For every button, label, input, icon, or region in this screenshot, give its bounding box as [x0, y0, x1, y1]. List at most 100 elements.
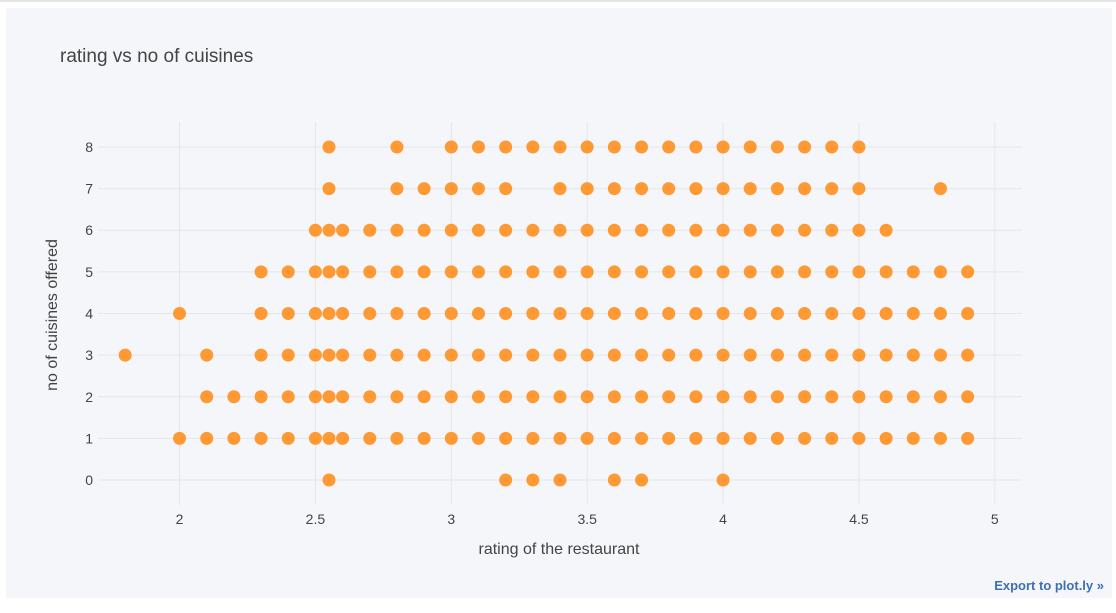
scatter-point[interactable]: [417, 182, 431, 196]
scatter-point[interactable]: [933, 348, 947, 362]
scatter-point[interactable]: [798, 140, 812, 154]
scatter-point[interactable]: [716, 182, 730, 196]
scatter-point[interactable]: [308, 265, 322, 279]
scatter-point[interactable]: [390, 307, 404, 320]
scatter-point[interactable]: [444, 182, 458, 196]
scatter-point[interactable]: [390, 390, 404, 404]
scatter-point[interactable]: [363, 348, 377, 362]
scatter-point[interactable]: [689, 307, 703, 320]
scatter-point[interactable]: [526, 223, 540, 237]
scatter-point[interactable]: [553, 182, 567, 196]
scatter-point[interactable]: [607, 348, 621, 362]
scatter-point[interactable]: [635, 307, 649, 320]
scatter-point[interactable]: [322, 473, 336, 487]
scatter-point[interactable]: [553, 431, 567, 445]
scatter-point[interactable]: [852, 182, 866, 196]
scatter-point[interactable]: [879, 390, 893, 404]
scatter-point[interactable]: [281, 390, 295, 404]
scatter-point[interactable]: [526, 265, 540, 279]
scatter-point[interactable]: [852, 265, 866, 279]
scatter-point[interactable]: [852, 140, 866, 154]
scatter-point[interactable]: [879, 348, 893, 362]
scatter-point[interactable]: [825, 431, 839, 445]
scatter-point[interactable]: [417, 265, 431, 279]
scatter-point[interactable]: [471, 182, 485, 196]
scatter-point[interactable]: [580, 265, 594, 279]
scatter-point[interactable]: [281, 307, 295, 320]
scatter-point[interactable]: [553, 140, 567, 154]
scatter-point[interactable]: [471, 265, 485, 279]
scatter-point[interactable]: [852, 348, 866, 362]
scatter-point[interactable]: [716, 307, 730, 320]
scatter-point[interactable]: [607, 223, 621, 237]
scatter-point[interactable]: [852, 390, 866, 404]
scatter-point[interactable]: [906, 348, 920, 362]
scatter-point[interactable]: [281, 348, 295, 362]
scatter-point[interactable]: [906, 265, 920, 279]
scatter-point[interactable]: [743, 140, 757, 154]
scatter-point[interactable]: [526, 390, 540, 404]
scatter-point[interactable]: [322, 223, 336, 237]
scatter-point[interactable]: [322, 265, 336, 279]
scatter-point[interactable]: [689, 348, 703, 362]
scatter-point[interactable]: [390, 348, 404, 362]
scatter-point[interactable]: [553, 307, 567, 320]
scatter-point[interactable]: [906, 307, 920, 320]
scatter-point[interactable]: [526, 431, 540, 445]
scatter-point[interactable]: [933, 431, 947, 445]
scatter-point[interactable]: [336, 265, 350, 279]
scatter-point[interactable]: [607, 431, 621, 445]
scatter-point[interactable]: [961, 390, 975, 404]
scatter-point[interactable]: [417, 223, 431, 237]
scatter-point[interactable]: [227, 431, 241, 445]
scatter-point[interactable]: [662, 265, 676, 279]
scatter-point[interactable]: [879, 431, 893, 445]
scatter-point[interactable]: [336, 223, 350, 237]
scatter-point[interactable]: [933, 182, 947, 196]
scatter-point[interactable]: [770, 431, 784, 445]
scatter-point[interactable]: [308, 431, 322, 445]
scatter-point[interactable]: [798, 390, 812, 404]
scatter-point[interactable]: [499, 473, 513, 487]
scatter-point[interactable]: [716, 473, 730, 487]
scatter-point[interactable]: [607, 307, 621, 320]
scatter-point[interactable]: [770, 182, 784, 196]
scatter-point[interactable]: [689, 223, 703, 237]
scatter-point[interactable]: [444, 223, 458, 237]
scatter-point[interactable]: [553, 348, 567, 362]
scatter-point[interactable]: [308, 390, 322, 404]
scatter-point[interactable]: [716, 390, 730, 404]
scatter-point[interactable]: [798, 223, 812, 237]
scatter-point[interactable]: [689, 182, 703, 196]
scatter-point[interactable]: [906, 431, 920, 445]
scatter-point[interactable]: [200, 431, 214, 445]
scatter-point[interactable]: [254, 307, 268, 320]
scatter-point[interactable]: [499, 223, 513, 237]
scatter-point[interactable]: [961, 265, 975, 279]
scatter-point[interactable]: [553, 265, 567, 279]
scatter-point[interactable]: [254, 348, 268, 362]
scatter-point[interactable]: [499, 390, 513, 404]
scatter-point[interactable]: [526, 140, 540, 154]
scatter-point[interactable]: [879, 223, 893, 237]
scatter-point[interactable]: [716, 265, 730, 279]
scatter-point[interactable]: [689, 265, 703, 279]
scatter-point[interactable]: [444, 265, 458, 279]
scatter-point[interactable]: [281, 431, 295, 445]
scatter-point[interactable]: [689, 431, 703, 445]
scatter-point[interactable]: [322, 348, 336, 362]
export-to-plotly-link[interactable]: Export to plot.ly »: [994, 578, 1104, 593]
scatter-point[interactable]: [662, 390, 676, 404]
scatter-point[interactable]: [635, 140, 649, 154]
scatter-point[interactable]: [254, 265, 268, 279]
scatter-point[interactable]: [770, 348, 784, 362]
scatter-point[interactable]: [580, 431, 594, 445]
scatter-point[interactable]: [770, 265, 784, 279]
scatter-point[interactable]: [471, 223, 485, 237]
scatter-point[interactable]: [118, 348, 132, 362]
scatter-point[interactable]: [200, 390, 214, 404]
scatter-point[interactable]: [254, 390, 268, 404]
scatter-point[interactable]: [662, 223, 676, 237]
scatter-point[interactable]: [716, 431, 730, 445]
